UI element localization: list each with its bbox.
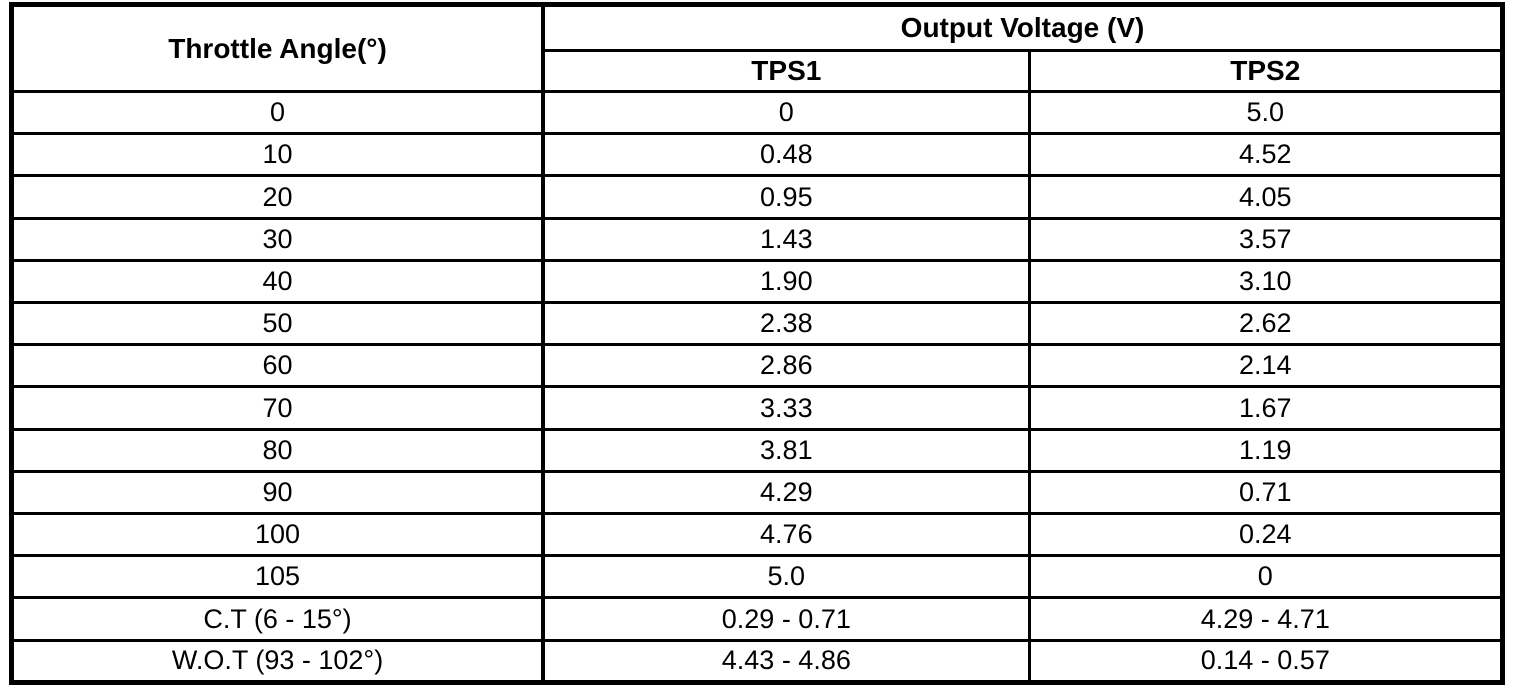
table-row: 30 1.43 3.57: [10, 216, 1505, 262]
throttle-angle-cell: 90: [10, 469, 546, 516]
tps1-cell: 2.86: [541, 343, 1031, 389]
header-row-group: Throttle Angle(°) Output Voltage (V): [10, 3, 1505, 93]
throttle-angle-cell: 0: [10, 89, 546, 136]
throttle-angle-cell: 105: [10, 554, 546, 600]
tps1-cell: 0.29 - 0.71: [541, 596, 1031, 642]
tps1-cell: 0: [541, 89, 1031, 136]
tps2-cell: 2.14: [1027, 343, 1505, 389]
throttle-angle-cell: 100: [10, 512, 546, 558]
tps2-cell: 0.24: [1027, 512, 1505, 558]
tps1-cell: 1.43: [541, 216, 1031, 262]
tps2-cell: 4.05: [1027, 174, 1505, 220]
table-row: 20 0.95 4.05: [10, 174, 1505, 220]
table-row: 100 4.76 0.24: [10, 512, 1505, 558]
table-row: 60 2.86 2.14: [10, 343, 1505, 389]
table-row: 80 3.81 1.19: [10, 427, 1505, 473]
table-row: 50 2.38 2.62: [10, 301, 1505, 347]
column-header-tps2: TPS2: [1027, 49, 1505, 93]
table-row: W.O.T (93 - 102°) 4.43 - 4.86 0.14 - 0.5…: [10, 638, 1505, 685]
tps1-cell: 4.29: [541, 469, 1031, 516]
tps2-cell: 3.57: [1027, 216, 1505, 262]
throttle-angle-cell: 60: [10, 343, 546, 389]
tps2-cell: 5.0: [1027, 89, 1505, 136]
tps1-cell: 4.76: [541, 512, 1031, 558]
throttle-angle-cell: 40: [10, 258, 546, 305]
tps1-cell: 3.81: [541, 427, 1031, 473]
table-row: 40 1.90 3.10: [10, 258, 1505, 305]
tps2-cell: 1.67: [1027, 385, 1505, 431]
throttle-angle-cell: 30: [10, 216, 546, 262]
tps2-cell: 0.71: [1027, 469, 1505, 516]
tps1-cell: 0.95: [541, 174, 1031, 220]
table-row: 10 0.48 4.52: [10, 132, 1505, 178]
table-row: C.T (6 - 15°) 0.29 - 0.71 4.29 - 4.71: [10, 596, 1505, 642]
tps1-cell: 5.0: [541, 554, 1031, 600]
tps1-cell: 0.48: [541, 132, 1031, 178]
column-group-header-output-voltage: Output Voltage (V): [541, 3, 1505, 52]
tps1-cell: 3.33: [541, 385, 1031, 431]
column-header-throttle-angle: Throttle Angle(°): [10, 3, 546, 93]
throttle-angle-cell: 20: [10, 174, 546, 220]
tps2-cell: 2.62: [1027, 301, 1505, 347]
tps2-cell: 4.52: [1027, 132, 1505, 178]
tps2-cell: 1.19: [1027, 427, 1505, 473]
table-row: 105 5.0 0: [10, 554, 1505, 600]
tps2-cell: 4.29 - 4.71: [1027, 596, 1505, 642]
throttle-angle-cell: 50: [10, 301, 546, 347]
tps2-cell: 0.14 - 0.57: [1027, 638, 1505, 685]
tps1-cell: 1.90: [541, 258, 1031, 305]
column-header-tps1: TPS1: [541, 49, 1031, 93]
tps1-cell: 2.38: [541, 301, 1031, 347]
throttle-angle-cell: C.T (6 - 15°): [10, 596, 546, 642]
header-row-sub: TPS1 TPS2: [12, 49, 1505, 93]
tps2-cell: 0: [1027, 554, 1505, 600]
throttle-angle-cell: 70: [10, 385, 546, 431]
tps2-cell: 3.10: [1027, 258, 1505, 305]
tps1-cell: 4.43 - 4.86: [541, 638, 1031, 685]
table-row: 70 3.33 1.67: [10, 385, 1505, 431]
tps-output-voltage-table: Throttle Angle(°) Output Voltage (V) TPS…: [9, 2, 1505, 685]
table-row: 90 4.29 0.71: [10, 469, 1505, 516]
table-row: 0 0 5.0: [10, 89, 1505, 136]
throttle-angle-cell: 10: [10, 132, 546, 178]
throttle-angle-cell: 80: [10, 427, 546, 473]
throttle-angle-cell: W.O.T (93 - 102°): [10, 638, 546, 685]
